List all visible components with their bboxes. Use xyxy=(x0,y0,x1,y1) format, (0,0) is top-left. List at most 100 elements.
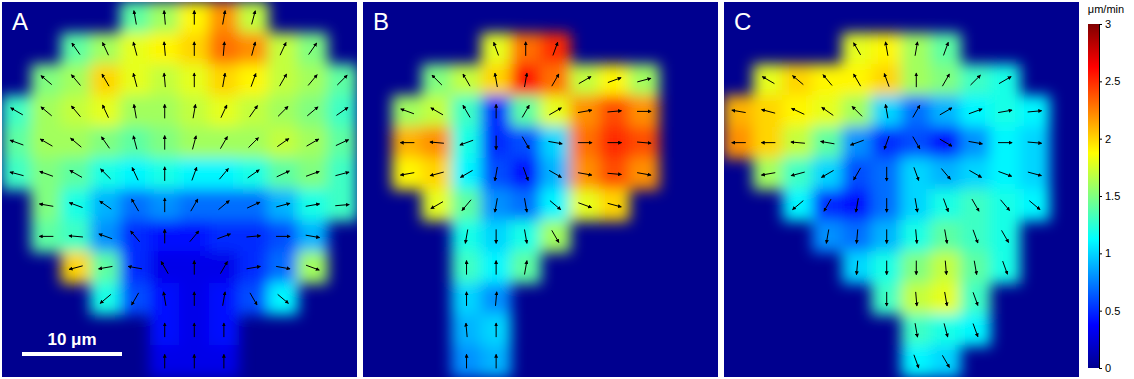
speed-cell xyxy=(90,158,121,190)
speed-cell xyxy=(812,64,843,96)
colorbar-tick-label: 2.5 xyxy=(1105,75,1120,87)
speed-cell xyxy=(570,158,601,190)
speed-cell xyxy=(960,314,991,346)
speed-cell xyxy=(783,95,814,127)
flow-vector xyxy=(971,75,981,85)
speed-cell xyxy=(1019,127,1050,159)
flow-vector xyxy=(1028,172,1042,176)
speed-cell xyxy=(209,189,240,221)
speed-cell xyxy=(268,189,299,221)
speed-cell xyxy=(510,158,541,190)
flow-vector xyxy=(549,108,561,115)
flow-vector xyxy=(41,107,52,116)
flow-vector xyxy=(637,78,651,82)
speed-cell xyxy=(901,33,932,65)
speed-cell xyxy=(783,189,814,221)
speed-cell xyxy=(871,252,902,284)
panel-frame xyxy=(363,2,718,377)
flow-vector xyxy=(607,111,621,112)
flow-vector xyxy=(940,139,952,146)
colorbar-tick-mark xyxy=(1099,24,1102,25)
flow-vector xyxy=(854,74,861,86)
flow-vector xyxy=(793,76,804,85)
flow-vector xyxy=(460,140,473,145)
flow-vector xyxy=(69,236,83,237)
flow-vector xyxy=(637,142,651,143)
flow-vector xyxy=(821,141,835,143)
flow-vector xyxy=(761,142,775,143)
speed-cell xyxy=(842,252,873,284)
flow-vector xyxy=(250,293,257,305)
speed-cell xyxy=(297,158,328,190)
speed-cell xyxy=(149,314,180,346)
flow-vector xyxy=(943,42,948,55)
flow-vector xyxy=(466,354,467,368)
speed-cell xyxy=(209,252,240,284)
speed-cell xyxy=(327,158,357,190)
flow-vectors xyxy=(10,11,349,369)
speed-cell xyxy=(90,252,121,284)
flow-vector xyxy=(39,236,53,237)
speed-cell xyxy=(209,158,240,190)
speed-cell xyxy=(209,64,240,96)
colorbar-label: μm/min xyxy=(1088,3,1124,15)
speed-cell xyxy=(481,345,512,377)
flow-vector xyxy=(522,137,529,149)
speed-cell xyxy=(31,64,62,96)
speed-cell xyxy=(842,220,873,252)
flow-vector xyxy=(969,109,982,114)
flow-vector xyxy=(999,77,1011,84)
speed-cell xyxy=(451,189,482,221)
speed-cell xyxy=(179,220,210,252)
flow-vector xyxy=(100,201,111,209)
flow-vector xyxy=(335,172,349,176)
flow-vector xyxy=(163,292,165,306)
flow-vector xyxy=(192,136,196,150)
flow-vector xyxy=(524,229,526,243)
speed-cell xyxy=(871,33,902,65)
flow-vector xyxy=(973,324,978,337)
flow-vector xyxy=(11,108,23,115)
speed-cell xyxy=(510,220,541,252)
speed-map xyxy=(2,2,357,377)
speed-cell xyxy=(179,158,210,190)
speed-cell xyxy=(238,252,269,284)
speed-cell xyxy=(783,158,814,190)
speed-cell xyxy=(990,64,1021,96)
speed-cell xyxy=(238,33,269,65)
flow-vector xyxy=(217,234,230,239)
flow-vector xyxy=(40,139,52,146)
speed-cell xyxy=(540,64,571,96)
speed-cell xyxy=(510,189,541,221)
speed-cell xyxy=(90,95,121,127)
colorbar-tick-mark xyxy=(1099,196,1102,197)
flow-vector xyxy=(496,229,497,243)
speed-cell xyxy=(931,314,962,346)
speed-cell xyxy=(209,33,240,65)
flow-vector xyxy=(886,292,887,306)
flow-vector xyxy=(916,229,917,243)
speed-cell xyxy=(901,64,932,96)
speed-cell xyxy=(392,127,423,159)
flow-vector xyxy=(69,266,83,270)
colorbar-tick-label: 1 xyxy=(1105,247,1111,259)
flow-vector xyxy=(608,203,622,207)
speed-cell xyxy=(209,220,240,252)
flow-vector xyxy=(223,73,225,87)
flow-vector xyxy=(608,78,621,83)
flow-vector xyxy=(278,106,288,116)
flow-vector xyxy=(134,11,136,25)
flow-vector xyxy=(524,261,526,275)
speed-cell xyxy=(599,64,630,96)
speed-cell xyxy=(268,252,299,284)
speed-cell xyxy=(1019,189,1050,221)
flow-vector xyxy=(496,104,497,118)
speed-cell xyxy=(120,252,151,284)
speed-cell xyxy=(268,158,299,190)
flow-vector xyxy=(460,170,472,177)
speed-cell xyxy=(2,127,32,159)
flow-vector xyxy=(306,171,319,176)
flow-vector xyxy=(99,266,113,268)
speed-cell xyxy=(149,2,180,34)
speed-cell xyxy=(931,64,962,96)
